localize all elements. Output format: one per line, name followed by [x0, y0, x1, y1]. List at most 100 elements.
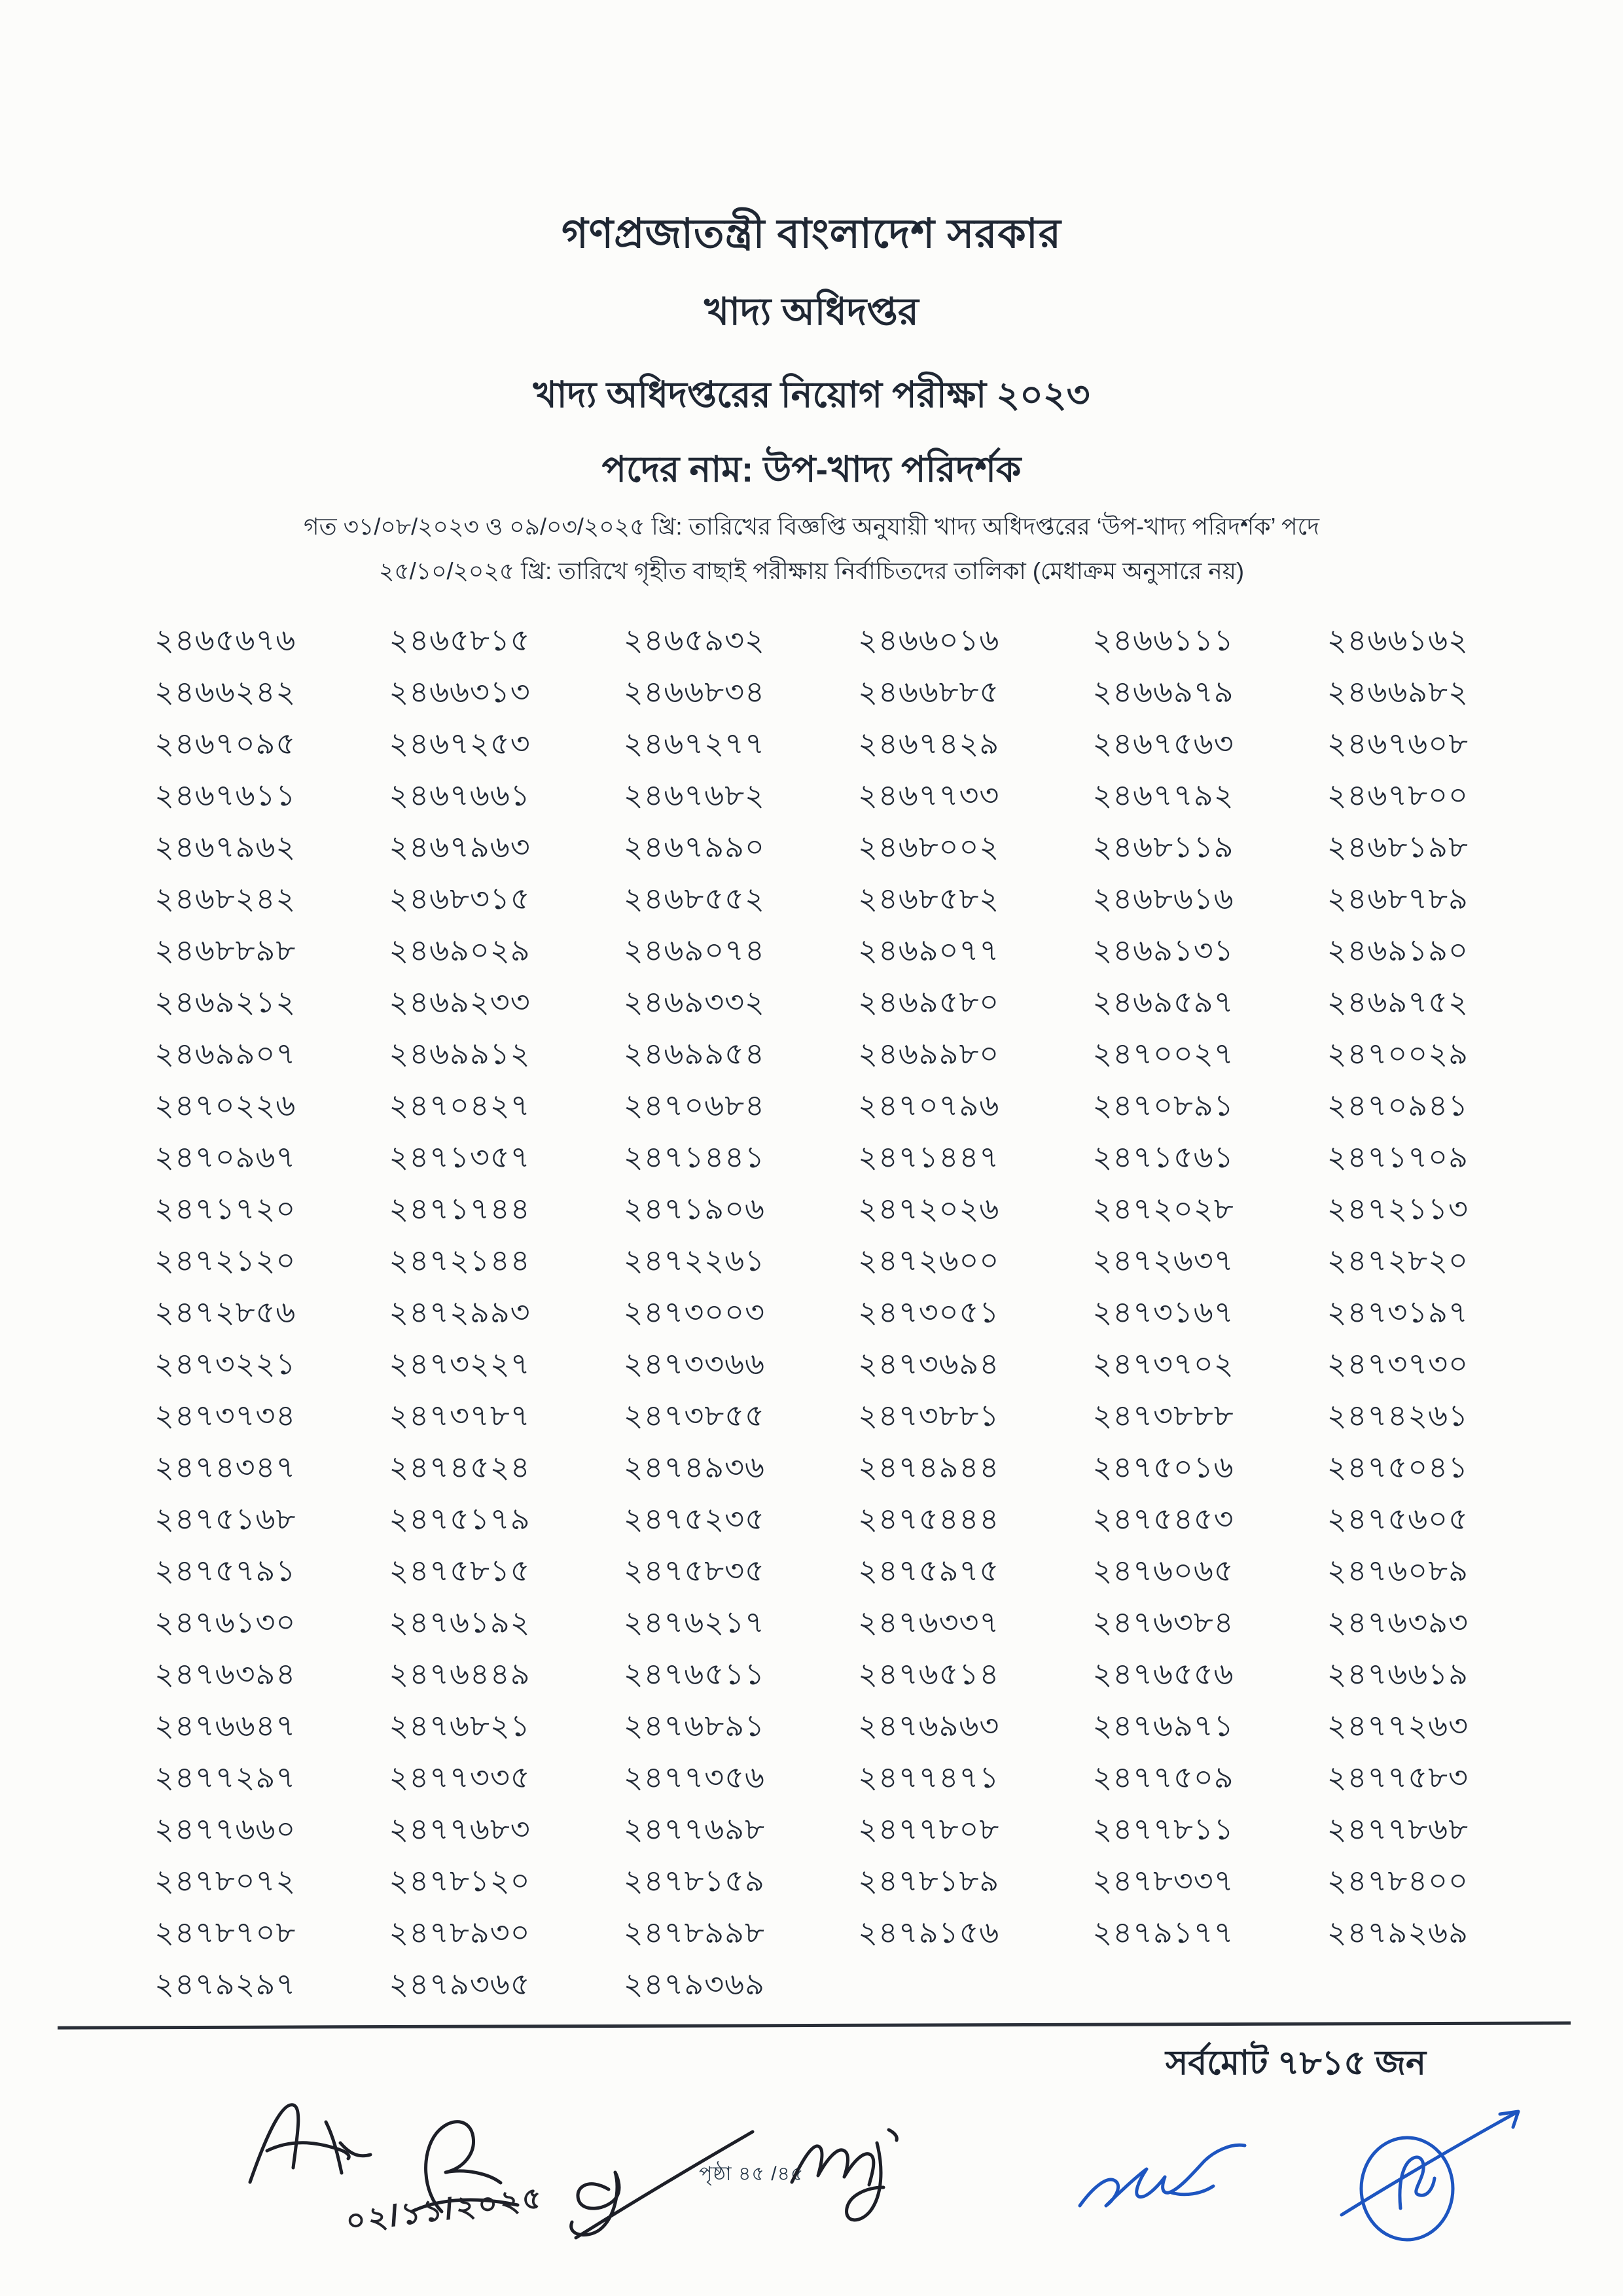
roll-number: ২৪৭০৪২৭ — [389, 1087, 531, 1122]
roll-number: ২৪৭১৩৫৭ — [389, 1139, 531, 1174]
roll-number: ২৪৬৭৯৬২ — [154, 829, 296, 864]
roll-number: ২৪৭১৭৪৪ — [389, 1191, 531, 1226]
roll-number: ২৪৭৩২২১ — [154, 1346, 296, 1381]
roll-number: ২৪৭৬৬৪৭ — [154, 1708, 296, 1742]
roll-number: ২৪৭৬৩৮৪ — [1092, 1604, 1234, 1639]
roll-number: ২৪৬৭০৯৫ — [154, 726, 296, 760]
roll-number: ২৪৭৫২৩৫ — [623, 1501, 765, 1536]
roll-number: ২৪৭৬০৬৫ — [1092, 1553, 1234, 1587]
roll-number: ২৪৭৬৫৫৬ — [1092, 1656, 1234, 1691]
roll-number: ২৪৭৮১২০ — [389, 1863, 531, 1898]
roll-number: ২৪৭২২৬১ — [623, 1243, 765, 1277]
roll-number: ২৪৭১৪৪১ — [623, 1139, 765, 1174]
roll-number: ২৪৬৭৫৬৩ — [1092, 726, 1234, 760]
roll-number: ২৪৬৮৮৯৮ — [154, 932, 296, 967]
roll-number: ২৪৬৬০১৬ — [858, 622, 1000, 657]
roll-number: ২৪৭১৭২০ — [154, 1191, 296, 1226]
roll-number: ২৪৬৯২৩৩ — [389, 984, 531, 1019]
roll-number: ২৪৭৭৮১১ — [1092, 1811, 1234, 1846]
roll-number: ২৪৭৮০৭২ — [154, 1863, 296, 1898]
roll-number: ২৪৭৯১৭৭ — [1092, 1915, 1234, 1949]
roll-number: ২৪৭৩৮৮১ — [858, 1398, 1000, 1432]
roll-number: ২৪৬৭৬০৮ — [1327, 726, 1469, 760]
signature-3-icon — [537, 2127, 759, 2251]
roll-number: ২৪৬৯৩৩২ — [623, 984, 765, 1019]
roll-number: ২৪৭৭৪৭১ — [858, 1759, 1000, 1794]
roll-number: ২৪৬৬১৬২ — [1327, 622, 1469, 657]
roll-number: ২৪৭৪৩৪৭ — [154, 1449, 296, 1484]
total-count-label: সর্বমোট ৭৮১৫ জন — [1166, 2044, 1426, 2082]
roll-number: ২৪৭৬২১৭ — [623, 1604, 765, 1639]
roll-number: ২৪৭৭৫০৯ — [1092, 1759, 1234, 1794]
roll-number: ২৪৭৪৫২৪ — [389, 1449, 531, 1484]
roll-number: ২৪৬৭৬১১ — [154, 777, 296, 812]
roll-number: ২৪৬৯১৩১ — [1092, 932, 1234, 967]
roll-number: ২৪৬৭৮০০ — [1327, 777, 1469, 812]
roll-number: ২৪৭৬১৩০ — [154, 1604, 296, 1639]
roll-number: ২৪৭৫৮১৫ — [389, 1553, 531, 1587]
roll-number: ২৪৭১৭০৯ — [1327, 1139, 1469, 1174]
roll-number: ২৪৭৩২২৭ — [389, 1346, 531, 1381]
roll-number: ২৪৭২১৪৪ — [389, 1243, 531, 1277]
roll-number: ২৪৭৬০৮৯ — [1327, 1553, 1469, 1587]
roll-number: ২৪৭৩০০৩ — [623, 1294, 765, 1329]
roll-number: ২৪৭৮১৫৯ — [623, 1863, 765, 1898]
roll-number: ২৪৬৮৩১৫ — [389, 881, 531, 915]
roll-number: ২৪৭৩৮৮৮ — [1092, 1398, 1234, 1432]
roll-number: ২৪৭০৬৮৪ — [623, 1087, 765, 1122]
govt-title: গণপ্রজাতন্ত্রী বাংলাদেশ সরকার — [562, 211, 1061, 256]
roll-number: ২৪৭২০২৬ — [858, 1191, 1000, 1226]
roll-number: ২৪৬৭৪২৯ — [858, 726, 1000, 760]
roll-number: ২৪৭৯১৫৬ — [858, 1915, 1000, 1949]
roll-number: ২৪৬৮৫৮২ — [858, 881, 1000, 915]
roll-number: ২৪৬৮১৯৮ — [1327, 829, 1469, 864]
roll-number: ২৪৭৫১৭৯ — [389, 1501, 531, 1536]
roll-number: ২৪৭৩০৫১ — [858, 1294, 1000, 1329]
roll-number: ২৪৭৫৮৩৫ — [623, 1553, 765, 1587]
roll-number: ২৪৭৭৮০৮ — [858, 1811, 1000, 1846]
roll-number: ২৪৭৭২৬৩ — [1327, 1708, 1469, 1742]
roll-number: ২৪৭৭৮৬৮ — [1327, 1811, 1469, 1846]
roll-number: ২৪৭৬১৯২ — [389, 1604, 531, 1639]
roll-number: ২৪৭৬৮২১ — [389, 1708, 531, 1742]
roll-number: ২৪৬৬১১১ — [1092, 622, 1234, 657]
roll-number: ২৪৬৬৩১৩ — [389, 674, 531, 709]
roll-number: ২৪৬৭৬৬১ — [389, 777, 531, 812]
roll-number: ২৪৬৯৯৮০ — [858, 1036, 1000, 1070]
roll-number: ২৪৬৬৯৭৯ — [1092, 674, 1234, 709]
notice-line-1: গত ৩১/০৮/২০২৩ ও ০৯/০৩/২০২৫ খ্রি: তারিখের… — [304, 513, 1319, 540]
roll-number: ২৪৭৫৬০৫ — [1327, 1501, 1469, 1536]
roll-number: ২৪৭৮৩৩৭ — [1092, 1863, 1234, 1898]
roll-number: ২৪৭০৯৬৭ — [154, 1139, 296, 1174]
roll-number: ২৪৭৫৪৪৪ — [858, 1501, 1000, 1536]
roll-number: ২৪৬৭৯৯০ — [623, 829, 765, 864]
roll-number: ২৪৭২৮২০ — [1327, 1243, 1469, 1277]
roll-number: ২৪৭৬৩৯৪ — [154, 1656, 296, 1691]
roll-number: ২৪৭২১১৩ — [1327, 1191, 1469, 1226]
roll-number: ২৪৬৮৫৫২ — [623, 881, 765, 915]
roll-number: ২৪৭৮৪০০ — [1327, 1863, 1469, 1898]
roll-number: ২৪৬৬৮৮৫ — [858, 674, 1000, 709]
roll-number: ২৪৭৬৫১১ — [623, 1656, 765, 1691]
roll-number: ২৪৭৬৯৬৩ — [858, 1708, 1000, 1742]
roll-number: ২৪৭৪২৬১ — [1327, 1398, 1469, 1432]
roll-number: ২৪৭৬৩৯৩ — [1327, 1604, 1469, 1639]
signature-5-icon — [1073, 2130, 1263, 2228]
roll-number: ২৪৭৫১৬৮ — [154, 1501, 296, 1536]
signature-4-icon — [779, 2104, 949, 2241]
roll-number: ২৪৭৭২৯৭ — [154, 1759, 296, 1794]
roll-number: ২৪৭২৬৩৭ — [1092, 1243, 1234, 1277]
roll-number: ২৪৭৮৭০৮ — [154, 1915, 296, 1949]
roll-number: ২৪৬৯৯৫৪ — [623, 1036, 765, 1070]
roll-number: ২৪৭৯২৯৭ — [154, 1966, 296, 2001]
roll-number: ২৪৭৭৬৮৩ — [389, 1811, 531, 1846]
roll-number: ২৪৭০০২৭ — [1092, 1036, 1234, 1070]
roll-number: ২৪৭৭৬৯৮ — [623, 1811, 765, 1846]
roll-number: ২৪৭৬৯৭১ — [1092, 1708, 1234, 1742]
signature-1-icon — [242, 2091, 380, 2195]
roll-number: ২৪৭৪৯৪৪ — [858, 1449, 1000, 1484]
roll-number: ২৪৭২৯৯৩ — [389, 1294, 531, 1329]
roll-number: ২৪৭৩৮৫৫ — [623, 1398, 765, 1432]
roll-number: ২৪৭৮৯৯৮ — [623, 1915, 765, 1949]
roll-number: ২৪৭০৭৯৬ — [858, 1087, 1000, 1122]
